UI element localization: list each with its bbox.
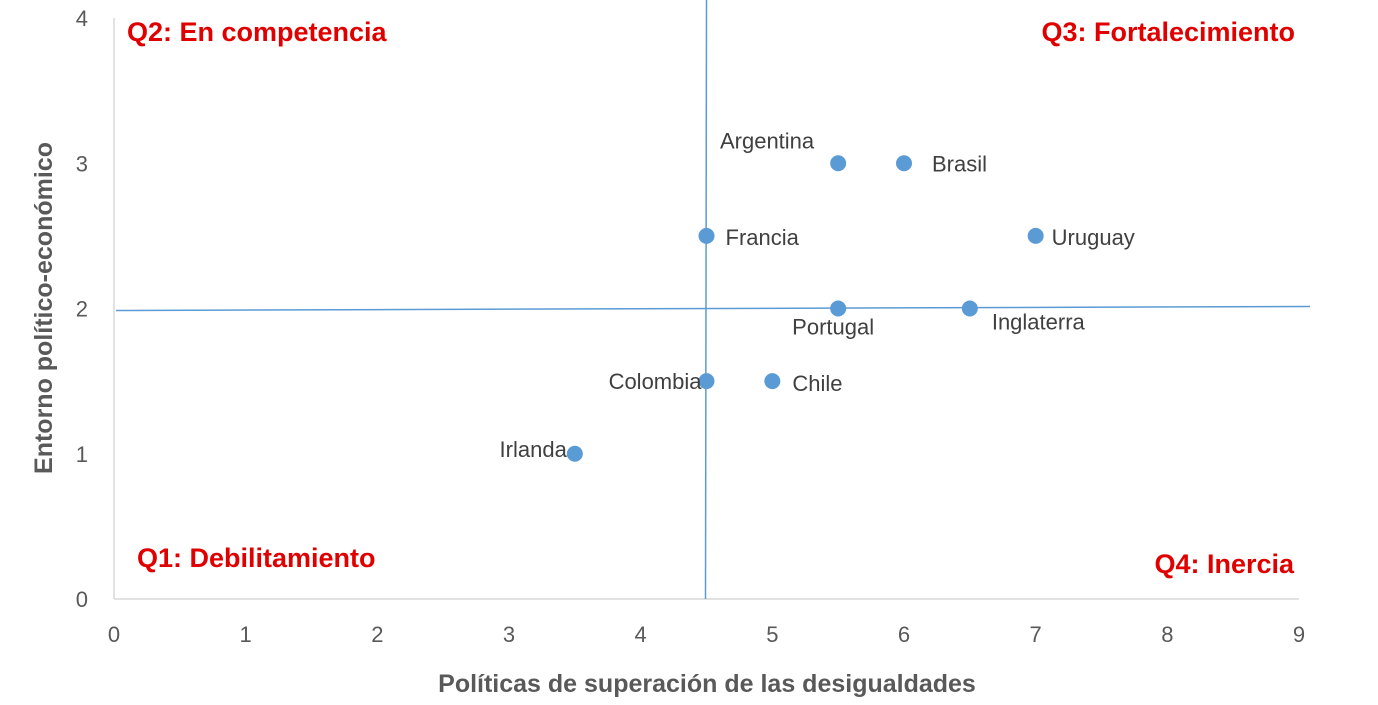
horizontal-reference-line — [115, 305, 1311, 312]
point-colombia — [698, 373, 715, 390]
x-tick-label: 0 — [108, 622, 120, 647]
point-label-francia: Francia — [726, 225, 800, 250]
quadrant-label-q1: Q1: Debilitamiento — [137, 543, 376, 573]
point-inglaterra — [961, 300, 978, 317]
x-tick-label: 1 — [240, 622, 252, 647]
point-label-chile: Chile — [792, 371, 842, 396]
point-argentina — [830, 155, 847, 172]
y-axis-title: Entorno político-económico — [30, 142, 58, 474]
x-tick-label: 8 — [1161, 622, 1173, 647]
y-tick-label: 1 — [76, 442, 88, 467]
vertical-reference-line — [704, 0, 708, 600]
x-tick-label: 4 — [635, 622, 647, 647]
axes — [113, 18, 1299, 600]
y-tick-label: 4 — [76, 6, 88, 31]
reference-lines — [115, 0, 1311, 600]
point-irlanda — [566, 445, 583, 462]
quadrant-label-q4: Q4: Inercia — [1154, 549, 1295, 579]
point-label-irlanda: Irlanda — [500, 437, 568, 462]
point-brasil — [896, 155, 912, 172]
x-tick-label: 5 — [766, 622, 778, 647]
x-tick-label: 7 — [1030, 622, 1042, 647]
y-tick-label: 3 — [76, 151, 88, 176]
point-label-colombia: Colombia — [609, 369, 703, 394]
y-tick-label: 2 — [76, 297, 88, 322]
quadrant-label-q3: Q3: Fortalecimiento — [1041, 17, 1295, 47]
x-tick-label: 9 — [1293, 622, 1305, 647]
point-label-argentina: Argentina — [720, 128, 815, 153]
x-tick-label: 3 — [503, 622, 515, 647]
x-tick-labels: 0 1 2 3 4 5 6 7 8 9 — [108, 622, 1305, 647]
x-tick-label: 2 — [371, 622, 383, 647]
quadrant-label-q2: Q2: En competencia — [127, 17, 388, 47]
data-points — [566, 155, 1044, 462]
x-tick-label: 6 — [898, 622, 910, 647]
point-label-portugal: Portugal — [792, 315, 874, 340]
x-axis-title: Políticas de superación de las desiguald… — [438, 670, 976, 698]
point-portugal — [830, 300, 847, 317]
point-label-uruguay: Uruguay — [1052, 225, 1135, 250]
y-tick-labels: 0 1 2 3 4 — [76, 6, 88, 612]
point-label-inglaterra: Inglaterra — [992, 310, 1086, 335]
point-label-brasil: Brasil — [932, 151, 987, 176]
point-labels: Argentina Brasil Francia Uruguay Portugal Ing… — [500, 128, 1135, 462]
point-chile — [764, 373, 781, 390]
y-tick-label: 0 — [76, 587, 88, 612]
point-uruguay — [1027, 227, 1044, 244]
point-francia — [698, 227, 715, 244]
